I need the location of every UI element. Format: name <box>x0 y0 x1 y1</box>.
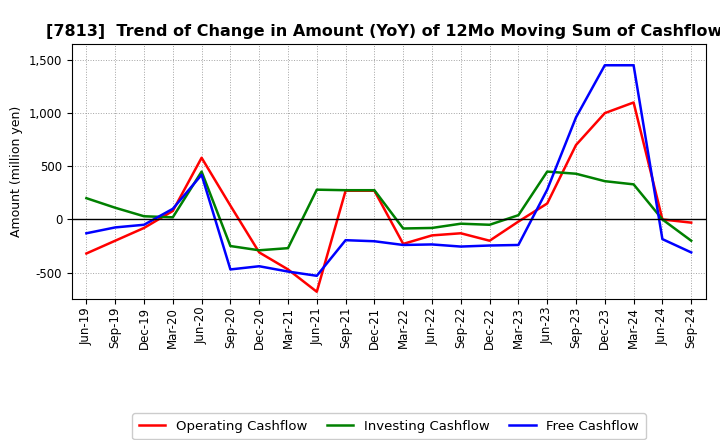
Free Cashflow <box>284 269 292 274</box>
Investing Cashflow <box>572 171 580 176</box>
Investing Cashflow <box>456 221 465 226</box>
Free Cashflow <box>341 238 350 243</box>
Operating Cashflow <box>572 143 580 148</box>
Line: Free Cashflow: Free Cashflow <box>86 65 691 276</box>
Operating Cashflow <box>226 203 235 208</box>
Free Cashflow <box>197 172 206 177</box>
Investing Cashflow <box>197 169 206 174</box>
Y-axis label: Amount (million yen): Amount (million yen) <box>10 106 23 237</box>
Title: [7813]  Trend of Change in Amount (YoY) of 12Mo Moving Sum of Cashflows: [7813] Trend of Change in Amount (YoY) o… <box>46 24 720 39</box>
Operating Cashflow <box>255 250 264 255</box>
Free Cashflow <box>111 225 120 230</box>
Investing Cashflow <box>284 246 292 251</box>
Investing Cashflow <box>485 222 494 227</box>
Investing Cashflow <box>312 187 321 192</box>
Investing Cashflow <box>168 215 177 220</box>
Free Cashflow <box>428 242 436 247</box>
Operating Cashflow <box>629 100 638 105</box>
Free Cashflow <box>572 115 580 120</box>
Free Cashflow <box>226 267 235 272</box>
Investing Cashflow <box>255 248 264 253</box>
Investing Cashflow <box>370 187 379 193</box>
Investing Cashflow <box>600 179 609 184</box>
Investing Cashflow <box>629 182 638 187</box>
Operating Cashflow <box>341 188 350 194</box>
Operating Cashflow <box>600 110 609 116</box>
Free Cashflow <box>168 206 177 212</box>
Free Cashflow <box>514 242 523 248</box>
Investing Cashflow <box>82 195 91 201</box>
Legend: Operating Cashflow, Investing Cashflow, Free Cashflow: Operating Cashflow, Investing Cashflow, … <box>132 413 646 439</box>
Investing Cashflow <box>341 187 350 193</box>
Operating Cashflow <box>111 238 120 243</box>
Operating Cashflow <box>543 201 552 206</box>
Line: Operating Cashflow: Operating Cashflow <box>86 103 691 292</box>
Investing Cashflow <box>428 225 436 231</box>
Investing Cashflow <box>111 205 120 210</box>
Operating Cashflow <box>82 251 91 256</box>
Free Cashflow <box>687 250 696 255</box>
Operating Cashflow <box>284 267 292 272</box>
Free Cashflow <box>658 236 667 242</box>
Investing Cashflow <box>226 243 235 249</box>
Operating Cashflow <box>456 231 465 236</box>
Operating Cashflow <box>658 217 667 222</box>
Operating Cashflow <box>485 238 494 243</box>
Free Cashflow <box>399 242 408 248</box>
Free Cashflow <box>312 273 321 279</box>
Operating Cashflow <box>687 220 696 225</box>
Operating Cashflow <box>399 241 408 246</box>
Line: Investing Cashflow: Investing Cashflow <box>86 172 691 250</box>
Free Cashflow <box>485 243 494 248</box>
Operating Cashflow <box>140 225 148 231</box>
Investing Cashflow <box>140 214 148 219</box>
Operating Cashflow <box>370 188 379 194</box>
Operating Cashflow <box>168 208 177 213</box>
Operating Cashflow <box>312 289 321 294</box>
Free Cashflow <box>82 231 91 236</box>
Operating Cashflow <box>197 155 206 161</box>
Free Cashflow <box>140 222 148 227</box>
Free Cashflow <box>456 244 465 249</box>
Operating Cashflow <box>514 219 523 224</box>
Investing Cashflow <box>687 238 696 243</box>
Investing Cashflow <box>543 169 552 174</box>
Operating Cashflow <box>428 233 436 238</box>
Free Cashflow <box>370 238 379 244</box>
Free Cashflow <box>600 62 609 68</box>
Free Cashflow <box>629 62 638 68</box>
Investing Cashflow <box>514 213 523 218</box>
Investing Cashflow <box>658 217 667 222</box>
Free Cashflow <box>255 264 264 269</box>
Investing Cashflow <box>399 226 408 231</box>
Free Cashflow <box>543 187 552 192</box>
